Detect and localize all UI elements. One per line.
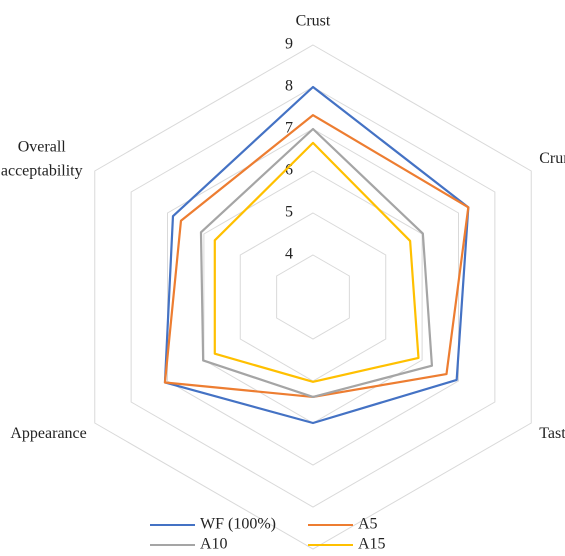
- r-tick-label: 5: [285, 204, 293, 221]
- category-label: Crust: [296, 13, 331, 30]
- legend-label: A5: [358, 516, 378, 533]
- r-tick-label: 4: [285, 246, 293, 263]
- r-tick-label: 7: [285, 120, 293, 137]
- r-tick-label: 9: [285, 36, 293, 53]
- category-label: Appearance: [10, 425, 86, 442]
- legend-label: WF (100%): [200, 516, 276, 533]
- grid-ring: [203, 170, 423, 424]
- series-line: [163, 114, 470, 399]
- category-label: Crumb: [539, 150, 565, 167]
- series-line: [199, 127, 434, 399]
- category-label: Overall acceptability: [1, 138, 83, 179]
- grid-ring: [239, 212, 387, 382]
- r-tick-label: 8: [285, 78, 293, 95]
- legend-label: A10: [200, 536, 228, 553]
- grid-ring: [167, 128, 459, 466]
- grid-ring: [94, 44, 532, 550]
- grid-ring: [276, 254, 350, 340]
- legend-label: A15: [358, 536, 386, 553]
- series-line: [163, 85, 470, 425]
- category-label: Taste: [539, 425, 565, 442]
- series-line: [213, 141, 420, 383]
- grid-ring: [130, 86, 496, 508]
- r-tick-label: 6: [285, 162, 293, 179]
